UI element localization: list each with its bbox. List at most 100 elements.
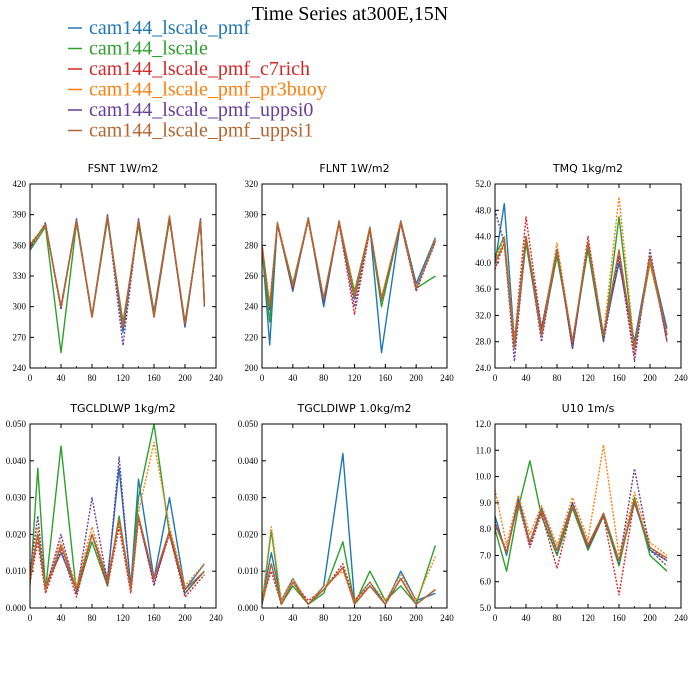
x-tick-label: 80 — [319, 613, 329, 623]
x-tick-label: 120 — [348, 613, 362, 623]
x-tick-label: 80 — [319, 373, 329, 383]
x-tick-label: 240 — [674, 613, 688, 623]
x-tick-label: 200 — [643, 373, 657, 383]
x-tick-label: 120 — [116, 373, 130, 383]
x-tick-label: 160 — [379, 613, 393, 623]
x-tick-label: 240 — [674, 373, 688, 383]
x-tick-label: 160 — [147, 373, 161, 383]
plot-frame — [261, 423, 448, 609]
y-tick-label: 240 — [245, 302, 259, 312]
x-tick-label: 200 — [178, 373, 192, 383]
x-tick-label: 160 — [612, 613, 626, 623]
x-tick-label: 80 — [553, 373, 563, 383]
x-tick-label: 0 — [493, 373, 498, 383]
plot-frame — [29, 423, 217, 609]
series-line-cam144-lscale-pmf-uppsi0 — [495, 468, 668, 567]
series-line-cam144-lscale-pmf-uppsi1 — [262, 218, 437, 308]
x-tick-label: 80 — [88, 613, 98, 623]
x-tick-label: 120 — [116, 613, 130, 623]
x-tick-label: 240 — [209, 373, 223, 383]
plot-frame — [261, 183, 448, 369]
y-tick-label: 0.050 — [6, 419, 27, 429]
y-tick-label: 8.0 — [480, 524, 492, 534]
x-tick-label: 200 — [409, 373, 423, 383]
legend-label-2: cam144_lscale — [89, 38, 208, 60]
x-tick-label: 200 — [643, 613, 657, 623]
chart-panel-6: U10 1m/s 0 40 80 120 160 200 240 5.0 6.0 7.0 8.0 9.0… — [475, 402, 688, 623]
figure-title: Time Series at300E,15N — [252, 3, 448, 25]
series-line-cam144-lscale-pmf-uppsi1 — [495, 499, 668, 562]
chart-panels: FSNT 1W/m2 0 40 80 120 160 200 240 240 270 300 330 3… — [6, 162, 689, 623]
x-tick-label: 240 — [440, 613, 454, 623]
y-tick-label: 6.0 — [480, 577, 492, 587]
y-tick-label: 11.0 — [476, 445, 492, 455]
x-tick-label: 160 — [147, 613, 161, 623]
y-tick-label: 0.000 — [6, 603, 27, 613]
x-tick-label: 200 — [409, 613, 423, 623]
x-tick-label: 0 — [260, 613, 265, 623]
y-tick-label: 360 — [13, 240, 27, 250]
plot-frame — [29, 183, 217, 369]
x-tick-label: 40 — [57, 613, 67, 623]
y-tick-label: 0.040 — [238, 456, 259, 466]
y-tick-label: 330 — [13, 271, 27, 281]
y-tick-label: 0.020 — [238, 529, 259, 539]
x-tick-label: 160 — [379, 373, 393, 383]
x-tick-label: 40 — [57, 373, 67, 383]
chart-panel-2: FLNT 1W/m2 0 40 80 120 160 200 240 200 220 240 260 2… — [245, 162, 455, 383]
x-tick-label: 200 — [178, 613, 192, 623]
plot-frame — [494, 183, 682, 369]
y-tick-label: 24.0 — [475, 363, 491, 373]
chart-panel-4: TGCLDLWP 1kg/m2 0 40 80 120 160 200 240 0.000 0.0… — [6, 402, 224, 623]
series-line-cam144-lscale-pmf-c7rich — [262, 563, 436, 605]
y-tick-label: 40.0 — [475, 258, 491, 268]
series-line-cam144-lscale-pmf-uppsi0 — [495, 210, 668, 363]
series-line-cam144-lscale-pmf-uppsi1 — [30, 515, 205, 591]
y-tick-label: 270 — [13, 332, 27, 342]
panel-title: FSNT 1W/m2 — [88, 162, 159, 175]
y-tick-label: 5.0 — [480, 603, 492, 613]
series-line-cam144-lscale-pmf-uppsi0 — [30, 214, 206, 347]
x-tick-label: 40 — [522, 613, 532, 623]
y-tick-label: 36.0 — [475, 284, 491, 294]
series-line-cam144-lscale-pmf-c7rich — [495, 499, 668, 596]
series-line-cam144-lscale-pmf — [262, 216, 437, 354]
series-line-cam144-lscale-pmf-pr3buoy — [262, 216, 437, 305]
y-tick-label: 300 — [13, 302, 27, 312]
y-tick-label: 52.0 — [475, 179, 491, 189]
y-tick-label: 420 — [13, 179, 27, 189]
y-tick-label: 10.0 — [475, 472, 491, 482]
panel-title: FLNT 1W/m2 — [319, 162, 389, 175]
x-tick-label: 40 — [288, 613, 298, 623]
legend: cam144_lscale_pmfcam144_lscalecam144_lsc… — [68, 17, 327, 142]
series-line-cam144-lscale-pmf — [262, 452, 436, 605]
y-tick-label: 300 — [245, 210, 259, 220]
panel-title: TMQ 1kg/m2 — [552, 162, 623, 175]
y-tick-label: 220 — [245, 332, 259, 342]
y-tick-label: 9.0 — [480, 498, 492, 508]
y-tick-label: 32.0 — [475, 310, 491, 320]
y-tick-label: 200 — [245, 363, 259, 373]
panel-title: TGCLDIWP 1.0kg/m2 — [296, 402, 411, 415]
legend-label-1: cam144_lscale_pmf — [89, 17, 250, 39]
y-tick-label: 0.000 — [238, 603, 259, 613]
y-tick-label: 0.040 — [6, 456, 27, 466]
series-line-cam144-lscale-pmf-uppsi1 — [262, 563, 436, 605]
y-tick-label: 240 — [13, 363, 27, 373]
x-tick-label: 120 — [581, 613, 595, 623]
panel-title: U10 1m/s — [562, 402, 615, 415]
series-line-cam144-lscale-pmf-c7rich — [30, 519, 205, 598]
x-tick-label: 0 — [493, 613, 498, 623]
y-tick-label: 28.0 — [475, 337, 491, 347]
y-tick-label: 390 — [13, 210, 27, 220]
series-line-cam144-lscale — [495, 460, 668, 572]
x-tick-label: 160 — [612, 373, 626, 383]
legend-label-5: cam144_lscale_pmf_uppsi0 — [89, 99, 313, 121]
chart-panel-3: TMQ 1kg/m2 0 40 80 120 160 200 240 24.0 28.0 32.0 3… — [475, 162, 688, 383]
y-tick-label: 0.030 — [238, 493, 259, 503]
series-line-cam144-lscale-pmf-pr3buoy — [262, 526, 437, 605]
x-tick-label: 0 — [260, 373, 265, 383]
y-tick-label: 44.0 — [475, 232, 491, 242]
legend-label-3: cam144_lscale_pmf_c7rich — [89, 58, 310, 80]
y-tick-label: 48.0 — [475, 205, 491, 215]
